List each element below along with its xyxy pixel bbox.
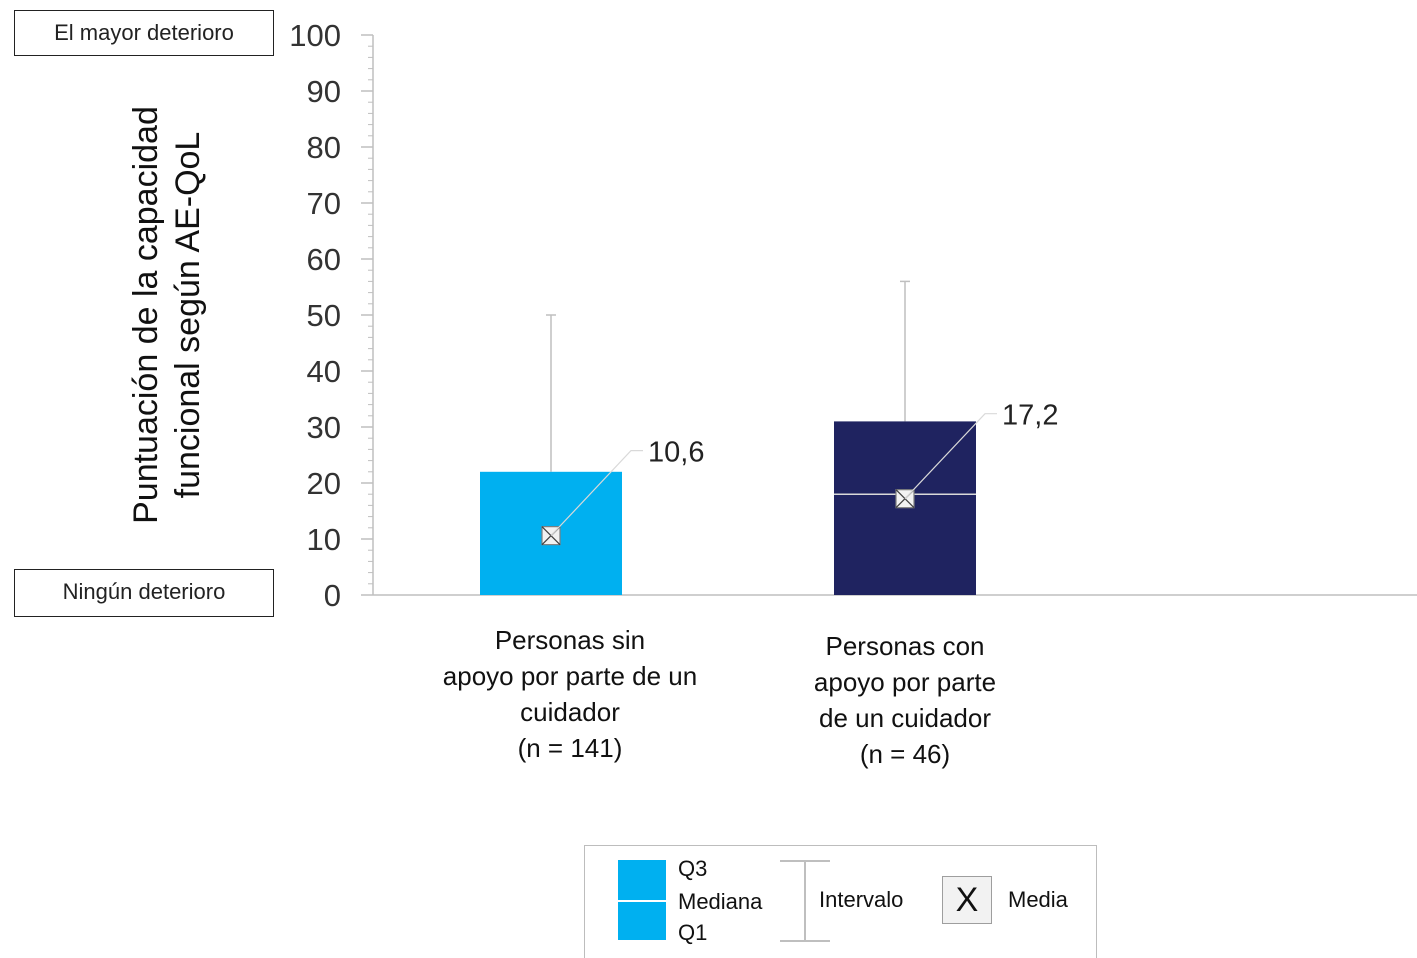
legend-q3-label: Q3: [678, 856, 708, 881]
y-tick-label: 30: [307, 410, 341, 445]
x-category-1-line-4: (n = 141): [517, 733, 623, 763]
x-category-1-line-3: cuidador: [520, 697, 620, 727]
y-tick-label: 80: [307, 130, 341, 165]
legend-box-swatch: [618, 860, 666, 940]
legend-interval-icon: [780, 860, 830, 942]
mean-value-label: 17,2: [1002, 400, 1058, 432]
y-tick-label: 10: [307, 522, 341, 557]
bottom-note-label: Ningún deterioro: [62, 579, 226, 604]
legend-interval-label: Intervalo: [819, 887, 904, 912]
y-tick-label: 90: [307, 74, 341, 109]
mean-leader-line: [550, 450, 643, 537]
y-tick-label: 20: [307, 466, 341, 501]
x-category-2-line-2: apoyo por parte: [813, 667, 997, 697]
x-category-label-1: Personas sin apoyo por parte de un cuida…: [410, 622, 730, 766]
x-category-2-line-3: de un cuidador: [818, 703, 992, 733]
x-category-2-line-1: Personas con: [825, 631, 985, 661]
bottom-note-box: Ningún deterioro: [14, 569, 274, 617]
y-tick-label: 0: [324, 578, 341, 613]
x-category-1-line-1: Personas sin: [494, 625, 646, 655]
mean-leader-line: [904, 413, 997, 500]
chart-legend: Q3 Mediana Q1 Intervalo X Media: [584, 845, 1097, 958]
x-category-1-line-2: apoyo por parte de un: [442, 661, 698, 691]
legend-mean-symbol: X: [955, 881, 979, 919]
y-tick-label: 40: [307, 354, 341, 389]
y-tick-label: 60: [307, 242, 341, 277]
y-tick-label: 70: [307, 186, 341, 221]
top-note-box: El mayor deterioro: [14, 10, 274, 56]
legend-q1-label: Q1: [678, 920, 708, 945]
legend-mean-label: Media: [1008, 887, 1068, 912]
x-category-label-2: Personas con apoyo por parte de un cuida…: [765, 628, 1045, 772]
top-note-label: El mayor deterioro: [54, 20, 234, 45]
legend-median-line: [618, 900, 666, 902]
mean-value-label: 10,6: [648, 437, 704, 469]
box-plot-chart: 0 10 20 30 40 50 60 70 80 90 100 10,6 17,2: [289, 18, 1417, 613]
y-tick-label: 50: [307, 298, 341, 333]
legend-median-label: Mediana: [678, 889, 763, 914]
y-tick-label: 100: [289, 18, 341, 53]
x-category-2-line-4: (n = 46): [859, 739, 951, 769]
legend-mean-marker: X: [942, 876, 992, 924]
